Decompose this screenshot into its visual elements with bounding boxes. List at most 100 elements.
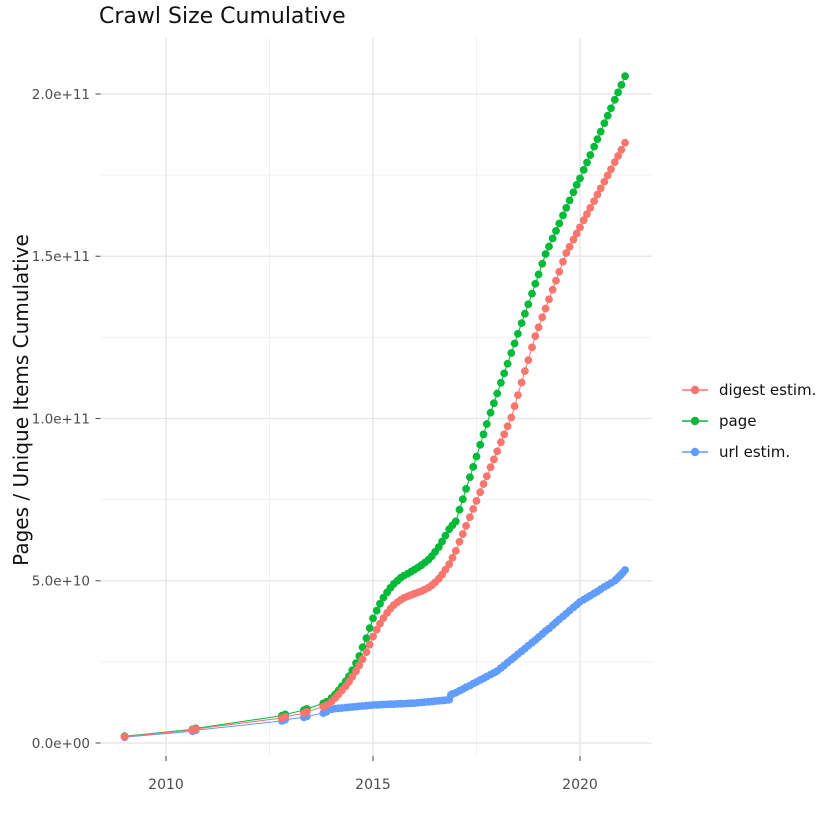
data-point-page <box>514 329 522 338</box>
y-tick-label: 1.0e+11 <box>32 411 90 427</box>
data-point-digest-estim- <box>603 171 612 180</box>
data-point-page <box>441 531 450 540</box>
data-point-digest-estim- <box>528 343 536 352</box>
data-point-digest-estim- <box>600 177 609 186</box>
data-point-digest-estim- <box>455 537 464 546</box>
legend-key-url-estim-icon <box>682 447 708 456</box>
data-point-digest-estim- <box>362 648 371 656</box>
data-point-page <box>596 127 605 136</box>
data-point-page <box>555 219 564 228</box>
data-point-digest-estim- <box>462 522 470 530</box>
data-point-page <box>372 606 381 615</box>
data-point-digest-estim- <box>482 472 491 481</box>
data-point-digest-estim- <box>472 497 481 505</box>
data-point-digest-estim- <box>358 655 367 664</box>
data-point-digest-estim- <box>469 505 478 513</box>
data-point-page <box>579 166 588 174</box>
data-point-digest-estim- <box>507 413 516 422</box>
data-point-digest-estim- <box>490 455 498 464</box>
data-point-page <box>510 339 519 348</box>
legend-key-digest-estim-icon <box>682 385 708 394</box>
data-point-page <box>458 495 467 504</box>
data-point-digest-estim- <box>583 210 591 219</box>
data-point-page <box>362 634 371 643</box>
data-point-page <box>562 204 571 212</box>
data-point-page <box>486 408 495 417</box>
data-point-digest-estim- <box>355 661 364 670</box>
data-point-digest-estim- <box>486 463 495 472</box>
data-point-digest-estim- <box>555 267 564 276</box>
data-point-digest-estim- <box>559 257 567 266</box>
data-point-page <box>552 227 560 235</box>
data-point-page <box>586 151 595 159</box>
data-point-digest-estim- <box>191 725 200 733</box>
y-tick-label: 1.5e+11 <box>32 249 90 265</box>
data-point-digest-estim- <box>445 560 454 569</box>
data-point-digest-estim- <box>596 184 605 193</box>
data-point-page <box>621 72 629 81</box>
data-point-page <box>607 104 615 113</box>
legend-label-digest-estim: digest estim. <box>719 380 817 399</box>
data-point-digest-estim- <box>510 402 519 411</box>
data-point-digest-estim- <box>348 672 357 681</box>
data-point-page <box>455 505 464 514</box>
data-point-page <box>497 378 505 387</box>
data-point-digest-estim- <box>524 356 533 364</box>
data-point-page <box>617 81 626 89</box>
data-point-digest-estim- <box>531 332 540 340</box>
data-point-digest-estim- <box>538 313 547 322</box>
data-point-digest-estim- <box>569 235 578 244</box>
data-point-page <box>517 319 526 327</box>
data-point-digest-estim- <box>503 422 512 431</box>
data-point-page <box>462 485 470 493</box>
data-point-page <box>548 234 557 243</box>
data-point-page <box>600 119 609 128</box>
data-point-digest-estim- <box>541 304 550 313</box>
data-point-digest-estim- <box>579 216 588 225</box>
data-point-digest-estim- <box>500 430 509 439</box>
data-point-digest-estim- <box>365 640 374 649</box>
data-point-digest-estim- <box>372 625 381 634</box>
data-point-page <box>569 188 578 197</box>
data-point-page <box>593 135 602 144</box>
data-point-page <box>479 430 488 439</box>
data-point-digest-estim- <box>451 547 460 555</box>
data-point-page <box>528 289 536 298</box>
data-point-page <box>365 624 374 632</box>
data-point-page <box>531 279 540 288</box>
data-point-page <box>559 211 567 220</box>
data-point-page <box>590 142 598 151</box>
data-point-digest-estim- <box>562 249 571 257</box>
data-point-digest-estim- <box>614 152 622 160</box>
data-point-digest-estim- <box>586 204 595 212</box>
data-point-page <box>541 250 550 258</box>
data-point-digest-estim- <box>610 158 619 167</box>
legend-label-page: page <box>719 411 757 430</box>
data-point-page <box>614 88 622 97</box>
data-point-digest-estim- <box>576 223 584 232</box>
data-point-page <box>466 473 474 482</box>
data-point-page <box>500 369 509 378</box>
data-point-digest-estim- <box>617 145 626 154</box>
data-point-page <box>565 196 574 205</box>
data-point-page <box>545 242 553 251</box>
data-point-page <box>507 349 516 357</box>
data-point-digest-estim- <box>441 565 450 574</box>
data-point-page <box>493 389 502 398</box>
y-tick-label: 5.0e+10 <box>32 574 90 590</box>
x-tick-label: 2020 <box>562 777 598 793</box>
data-point-page <box>572 181 581 189</box>
data-point-digest-estim- <box>448 553 457 562</box>
data-point-digest-estim- <box>607 165 615 174</box>
data-point-page <box>603 111 612 120</box>
data-point-page <box>476 440 485 449</box>
series-line-url-estim- <box>124 569 626 738</box>
data-point-page <box>610 95 619 104</box>
y-tick-label: 0.0e+00 <box>32 736 90 752</box>
legend-item-page: page <box>681 405 816 436</box>
data-point-digest-estim- <box>281 712 290 721</box>
series-line-digest-estim- <box>124 142 626 738</box>
data-point-digest-estim- <box>565 242 574 251</box>
